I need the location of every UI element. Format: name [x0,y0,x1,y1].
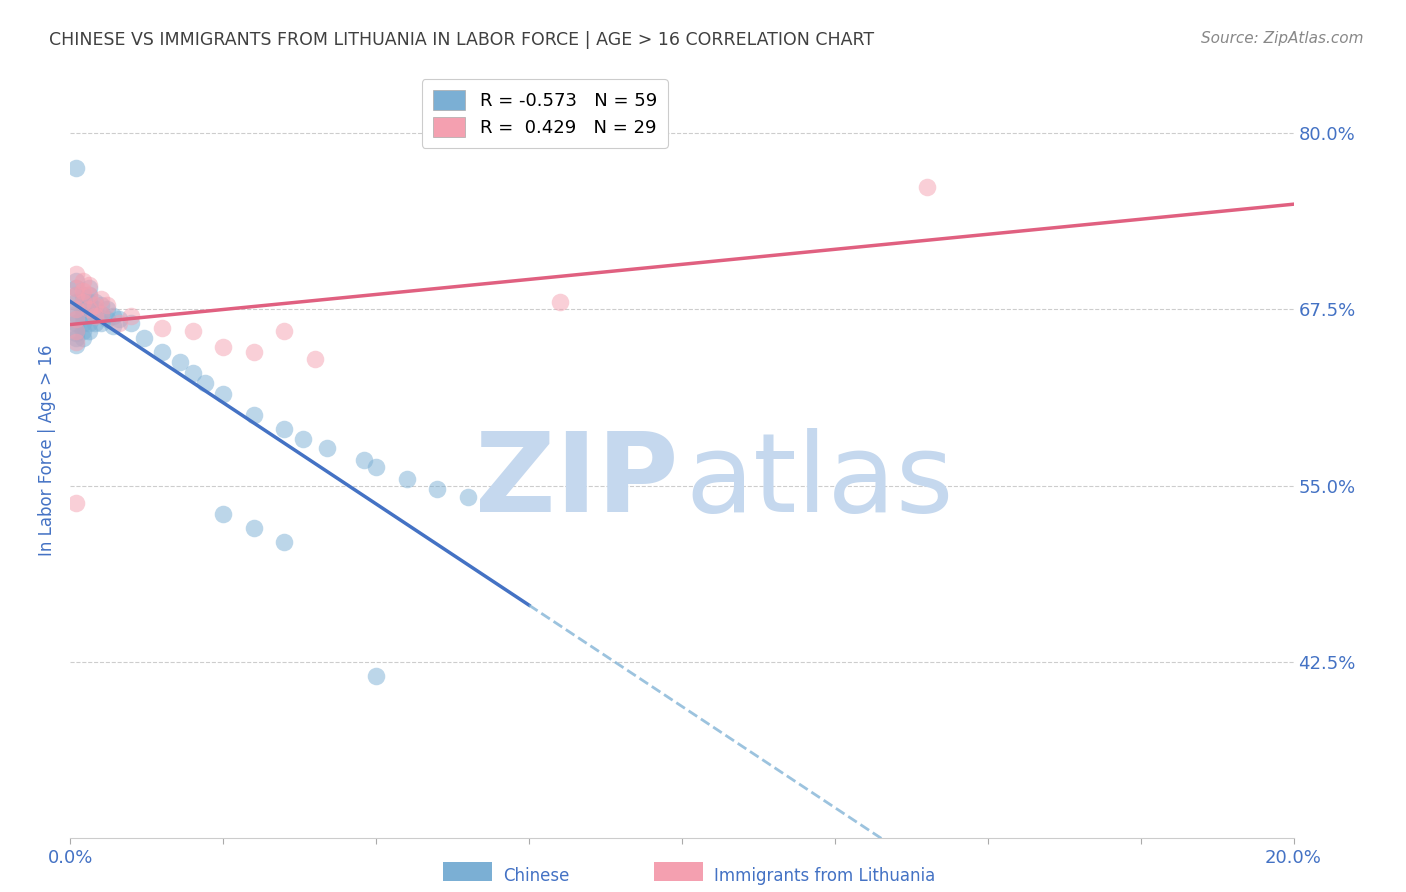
Point [65,295,87,310]
Point [65,312,87,326]
Point [72,284,94,298]
Point [90,293,112,307]
Point [77,324,100,338]
Point [181,324,204,338]
Point [108,312,131,326]
Point [65,496,87,510]
Point [77,288,100,302]
Point [65,161,87,176]
Point [121,310,143,324]
Point [83,298,105,312]
Point [90,317,112,331]
Point [101,310,124,324]
Point [132,330,155,344]
Point [316,441,339,455]
Point [65,281,87,295]
Point [96,302,118,317]
Point [150,320,173,334]
Point [65,281,87,295]
Point [291,432,314,446]
Point [366,460,388,475]
Legend: R = -0.573   N = 59, R =  0.429   N = 29: R = -0.573 N = 59, R = 0.429 N = 29 [422,79,668,148]
Point [65,324,87,338]
Y-axis label: In Labor Force | Age > 16: In Labor Force | Age > 16 [38,344,56,557]
Point [77,295,100,310]
Point [212,507,235,521]
Point [77,302,100,317]
Point [65,312,87,326]
Point [273,422,295,436]
Point [72,317,94,331]
Point [169,354,191,368]
Point [77,310,100,324]
Point [65,307,87,321]
Point [65,330,87,344]
Point [243,408,266,422]
Point [273,535,295,549]
Point [150,344,173,359]
Point [65,274,87,288]
Point [243,344,266,359]
Text: Immigrants from Lithuania: Immigrants from Lithuania [714,867,935,885]
Point [83,302,105,317]
Point [121,317,143,331]
Point [366,669,388,683]
Point [65,302,87,317]
Point [65,334,87,349]
Point [83,310,105,324]
Point [548,295,571,310]
Point [65,337,87,351]
Point [457,490,479,504]
Point [77,281,100,295]
Text: atlas: atlas [686,428,955,535]
Point [65,326,87,341]
Point [77,278,100,293]
Point [65,288,87,302]
Point [83,295,105,310]
Point [72,302,94,317]
Point [96,298,118,312]
Text: Chinese: Chinese [503,867,569,885]
Point [77,288,100,302]
Point [90,298,112,312]
Point [65,288,87,302]
Point [426,482,449,496]
Point [90,307,112,321]
Point [72,295,94,310]
Point [72,310,94,324]
Text: Source: ZipAtlas.com: Source: ZipAtlas.com [1201,31,1364,46]
Point [83,317,105,331]
Point [915,179,938,194]
Point [212,341,235,355]
Point [90,307,112,321]
Point [72,330,94,344]
Point [72,288,94,302]
Point [212,387,235,401]
Point [65,324,87,338]
Point [65,302,87,317]
Point [194,376,217,390]
Point [304,351,326,366]
Point [77,302,100,317]
Point [353,453,375,467]
Point [72,324,94,338]
Point [243,521,266,535]
Point [96,312,118,326]
Point [72,295,94,310]
Point [101,319,124,334]
Point [65,267,87,281]
Text: ZIP: ZIP [475,428,678,535]
Text: CHINESE VS IMMIGRANTS FROM LITHUANIA IN LABOR FORCE | AGE > 16 CORRELATION CHART: CHINESE VS IMMIGRANTS FROM LITHUANIA IN … [49,31,875,49]
Point [181,366,204,380]
Point [72,274,94,288]
Point [77,317,100,331]
Point [65,317,87,331]
Point [395,472,418,486]
Point [108,317,131,331]
Point [83,310,105,324]
Point [273,324,295,338]
